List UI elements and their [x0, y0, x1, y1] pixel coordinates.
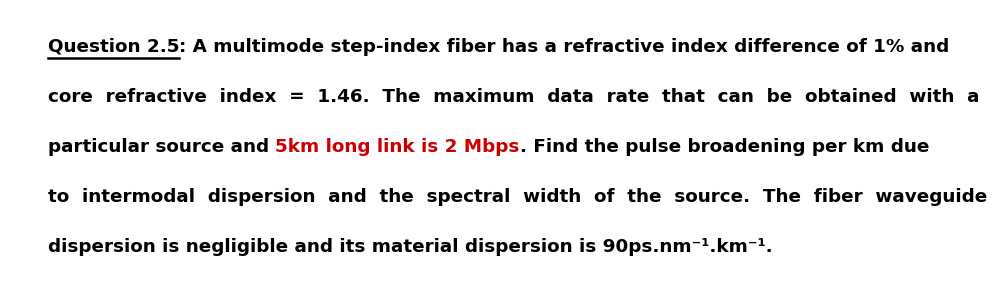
- Text: . Find the pulse broadening per km due: . Find the pulse broadening per km due: [520, 138, 930, 156]
- Text: : A multimode step-index fiber has a refractive index difference of 1% and: : A multimode step-index fiber has a ref…: [179, 38, 950, 56]
- Text: 5km long link is 2 Mbps: 5km long link is 2 Mbps: [276, 138, 520, 156]
- Text: to  intermodal  dispersion  and  the  spectral  width  of  the  source.  The  fi: to intermodal dispersion and the spectra…: [48, 188, 987, 206]
- Text: dispersion is negligible and its material dispersion is 90ps.nm⁻¹.km⁻¹.: dispersion is negligible and its materia…: [48, 238, 773, 256]
- Text: particular source and: particular source and: [48, 138, 276, 156]
- Text: core  refractive  index  =  1.46.  The  maximum  data  rate  that  can  be  obta: core refractive index = 1.46. The maximu…: [48, 88, 980, 106]
- Text: Question 2.5: Question 2.5: [48, 38, 179, 56]
